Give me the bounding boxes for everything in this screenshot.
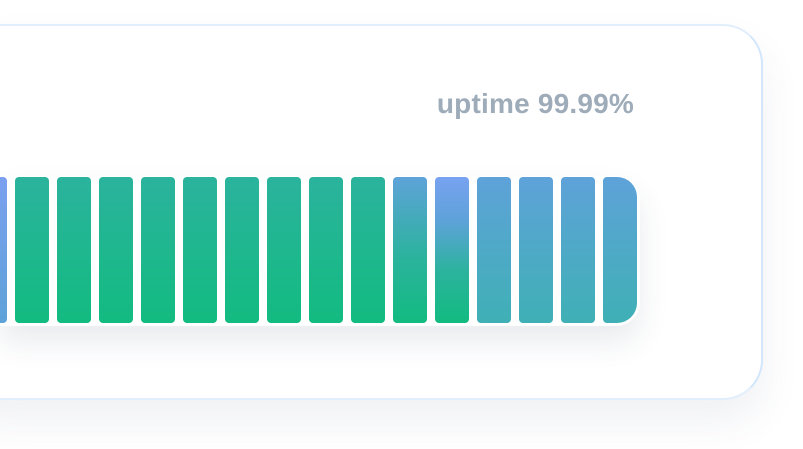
uptime-segment[interactable] bbox=[57, 177, 91, 323]
uptime-label: uptime 99.99% bbox=[436, 88, 634, 119]
uptime-segment[interactable] bbox=[477, 177, 511, 323]
uptime-segment[interactable] bbox=[351, 177, 385, 323]
uptime-segment[interactable] bbox=[561, 177, 595, 323]
uptime-segment[interactable] bbox=[99, 177, 133, 323]
uptime-segment[interactable] bbox=[393, 177, 427, 323]
uptime-segment[interactable] bbox=[183, 177, 217, 323]
uptime-segment[interactable] bbox=[309, 177, 343, 323]
uptime-segment[interactable] bbox=[519, 177, 553, 323]
uptime-segment[interactable] bbox=[435, 177, 469, 323]
uptime-segment[interactable] bbox=[15, 177, 49, 323]
uptime-segment[interactable] bbox=[225, 177, 259, 323]
uptime-segment[interactable] bbox=[0, 177, 7, 323]
uptime-bars bbox=[0, 177, 640, 323]
uptime-segment[interactable] bbox=[267, 177, 301, 323]
uptime-segment[interactable] bbox=[603, 177, 637, 323]
uptime-segment[interactable] bbox=[141, 177, 175, 323]
